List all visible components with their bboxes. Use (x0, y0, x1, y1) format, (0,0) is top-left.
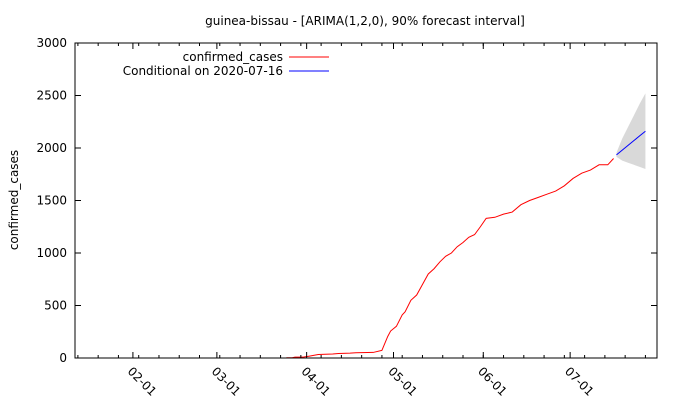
x-tick-label: 02-01 (125, 364, 160, 399)
forecast-interval-layer (616, 93, 646, 169)
x-tick-label: 07-01 (562, 364, 597, 399)
y-tick-label: 2500 (36, 89, 67, 103)
y-tick-label: 2000 (36, 141, 67, 155)
y-axis-label: confirmed_cases (7, 150, 21, 250)
chart-title: guinea-bissau - [ARIMA(1,2,0), 90% forec… (205, 14, 525, 28)
y-tick-label: 3000 (36, 36, 67, 50)
x-tick-label: 03-01 (209, 364, 244, 399)
y-tick-label: 500 (44, 299, 67, 313)
forecast-line (616, 130, 646, 156)
y-tick-label: 1000 (36, 246, 67, 260)
x-tick-label: 04-01 (299, 364, 334, 399)
y-tick-label: 1500 (36, 194, 67, 208)
series-layer (286, 130, 646, 359)
legend-label: Conditional on 2020-07-16 (123, 64, 283, 78)
legend-label: confirmed_cases (183, 50, 283, 64)
y-tick-label: 0 (59, 351, 67, 365)
forecast-interval-band (616, 93, 646, 169)
x-tick-label: 05-01 (385, 364, 420, 399)
x-tick-label: 06-01 (475, 364, 510, 399)
confirmed-cases-line (286, 158, 614, 359)
plot-frame (74, 42, 658, 359)
y-axis: 0 500 1000 1500 2000 2500 3000 (36, 36, 657, 365)
x-axis: 02-01 03-01 04-01 05-01 06-01 07-01 (77, 43, 646, 399)
